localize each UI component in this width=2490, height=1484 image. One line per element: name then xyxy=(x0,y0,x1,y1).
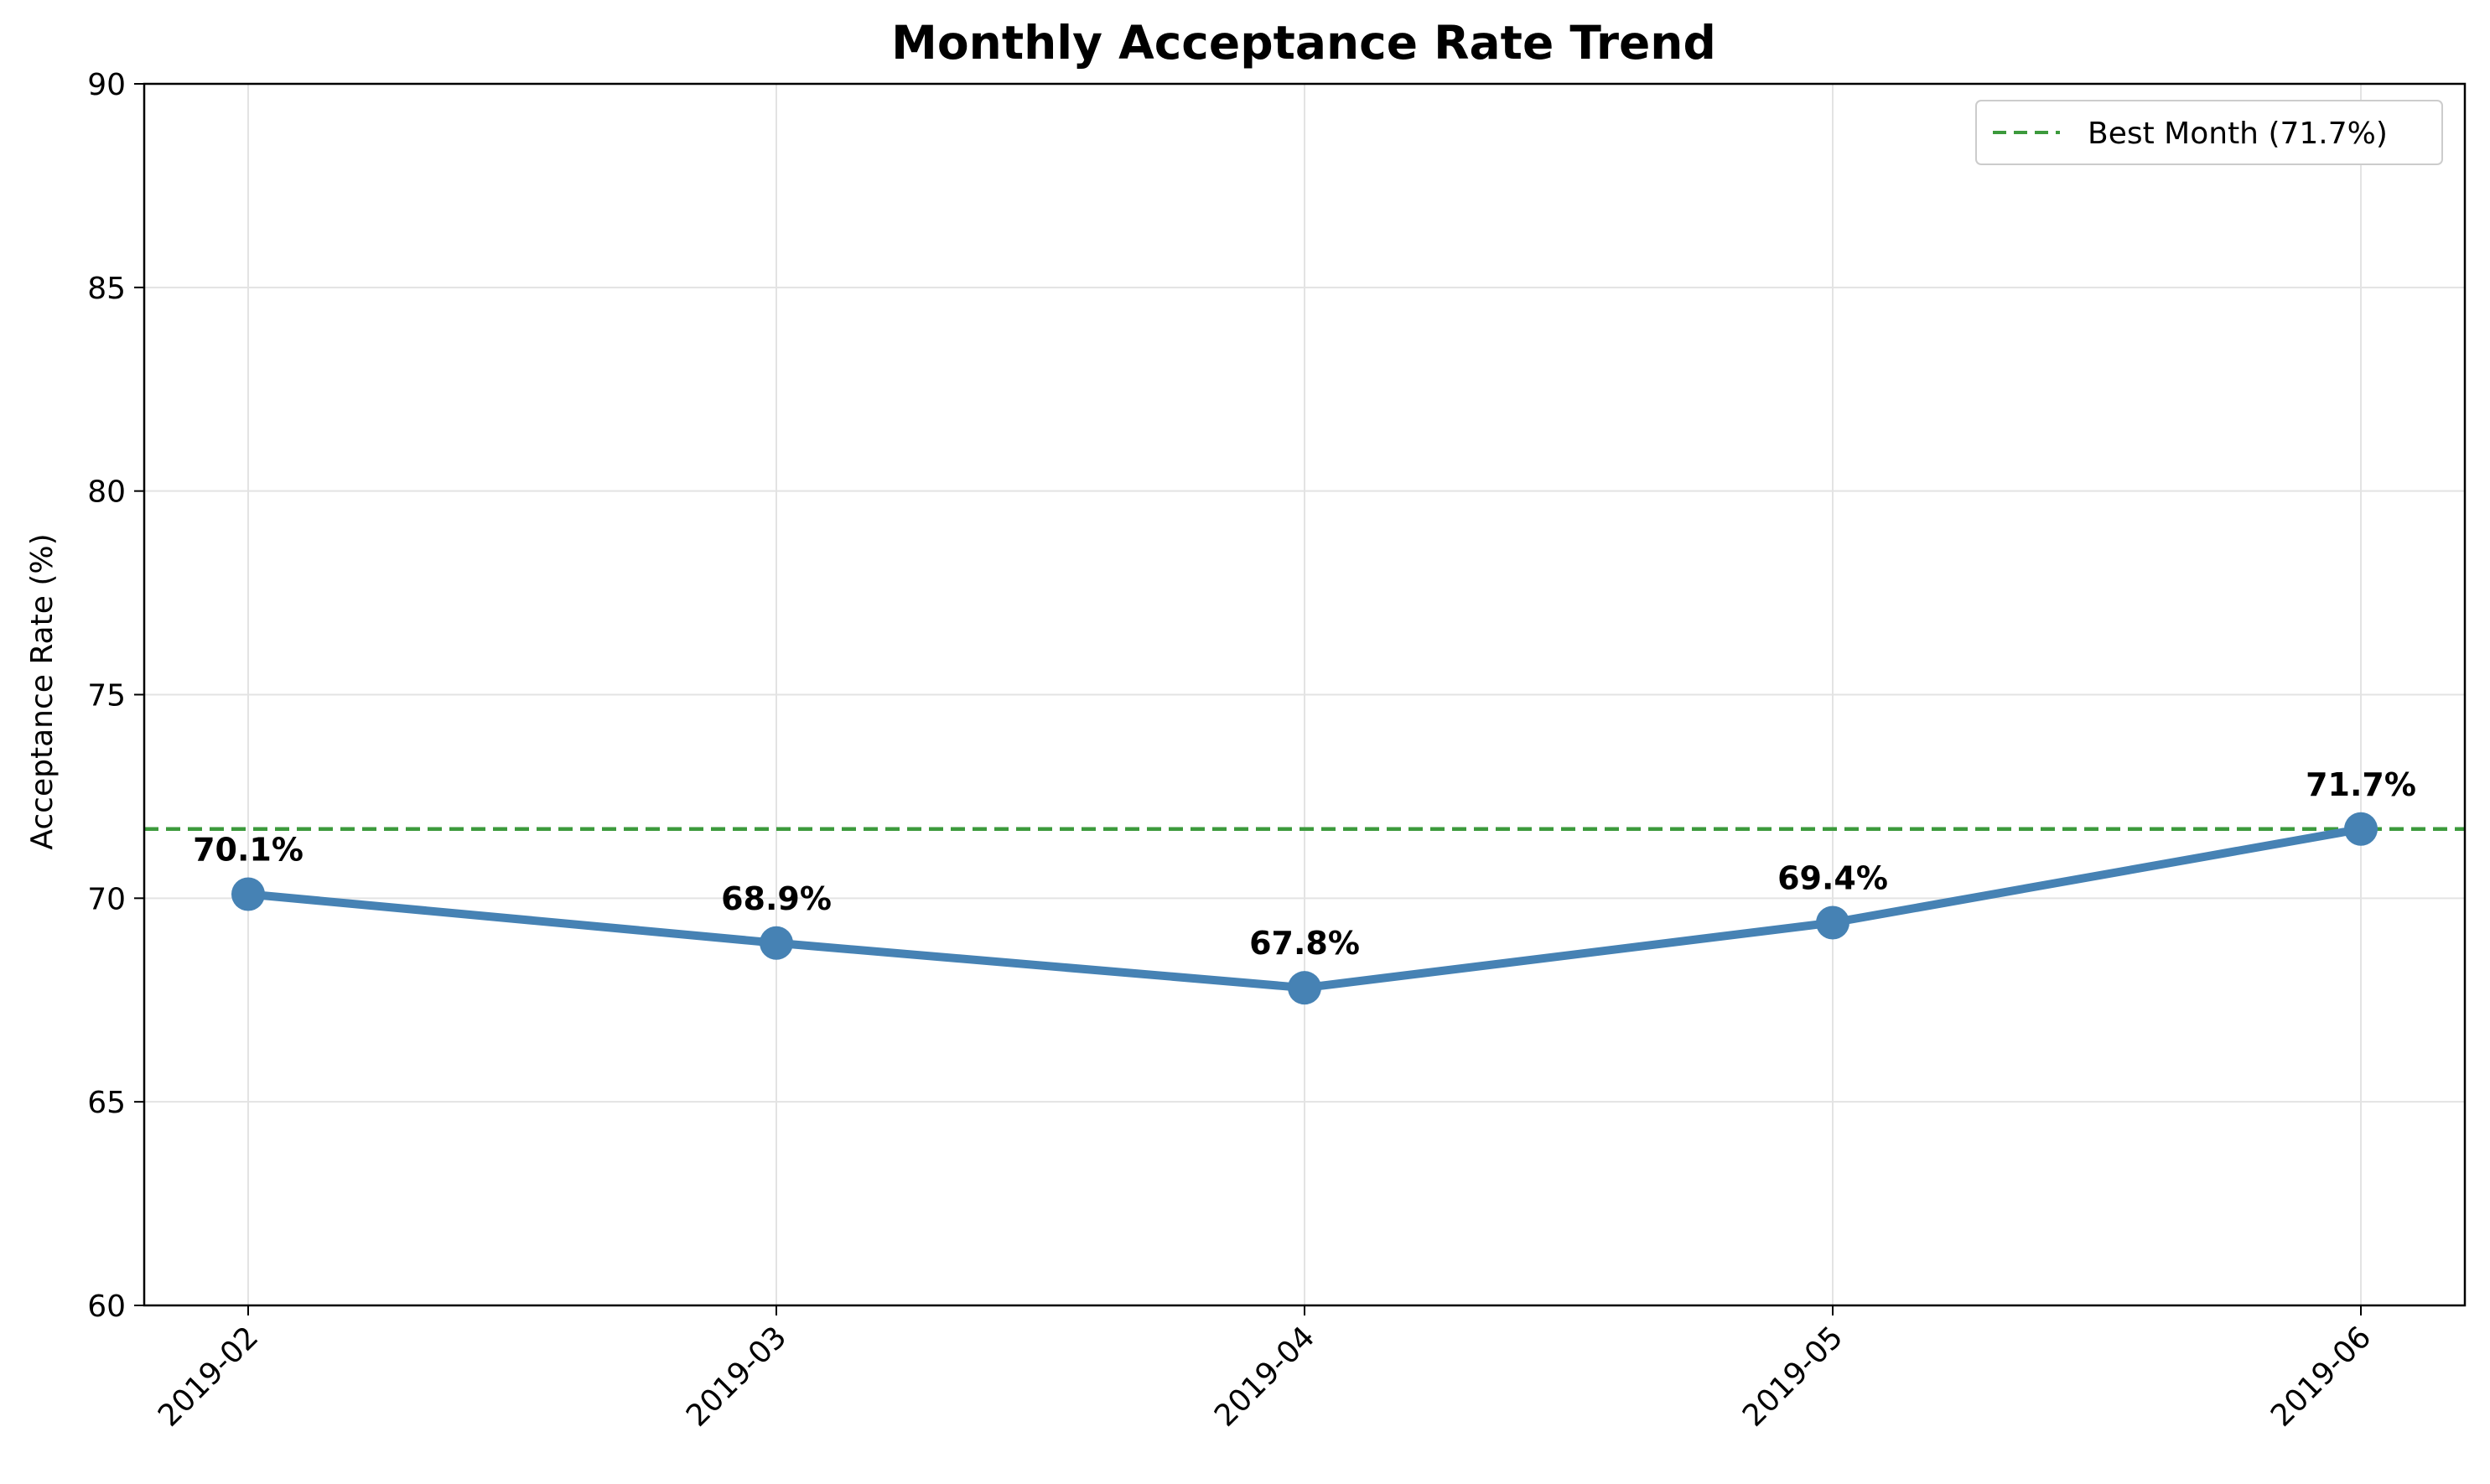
data-point xyxy=(1816,905,1849,940)
x-tick-label: 2019-05 xyxy=(1736,1320,1849,1433)
axes-layer: 60 65 70 75 80 85 90 2019-02 2019-03 2019-04 2019-… xyxy=(87,68,2467,1434)
data-label: 69.4% xyxy=(1777,859,1888,896)
data-point xyxy=(1288,971,1321,1005)
series-layer xyxy=(231,812,2378,1005)
y-axis-label: Acceptance Rate (%) xyxy=(25,533,60,849)
legend-box xyxy=(1975,100,2443,165)
plot-frame xyxy=(143,82,2467,1307)
x-tick-label: 2019-06 xyxy=(2264,1320,2378,1433)
data-label: 70.1% xyxy=(193,831,303,868)
legend: Best Month (71.7%) xyxy=(1975,100,2443,165)
x-tick-label: 2019-04 xyxy=(1208,1320,1321,1433)
y-tick-label: 65 xyxy=(87,1086,126,1120)
y-tick-label: 60 xyxy=(87,1289,126,1324)
data-label: 67.8% xyxy=(1249,925,1360,962)
y-tick-label: 80 xyxy=(87,475,126,510)
data-point xyxy=(231,877,265,911)
chart-title: Monthly Acceptance Rate Trend xyxy=(891,16,1716,70)
data-point xyxy=(760,926,793,960)
x-tick-label: 2019-02 xyxy=(152,1320,265,1433)
y-tick-label: 90 xyxy=(87,68,126,102)
x-tick-label: 2019-03 xyxy=(680,1320,793,1433)
data-labels-layer: 70.1% 68.9% 67.8% 69.4% 71.7% xyxy=(193,766,2416,962)
data-label: 71.7% xyxy=(2306,766,2416,803)
y-tick-label: 75 xyxy=(87,679,126,713)
y-tick-label: 85 xyxy=(87,272,126,306)
grid-layer xyxy=(144,83,2465,1306)
data-label: 68.9% xyxy=(721,880,832,917)
legend-label-reference-line: Best Month (71.7%) xyxy=(2088,117,2388,151)
y-tick-label: 70 xyxy=(87,882,126,916)
data-point xyxy=(2344,812,2378,846)
